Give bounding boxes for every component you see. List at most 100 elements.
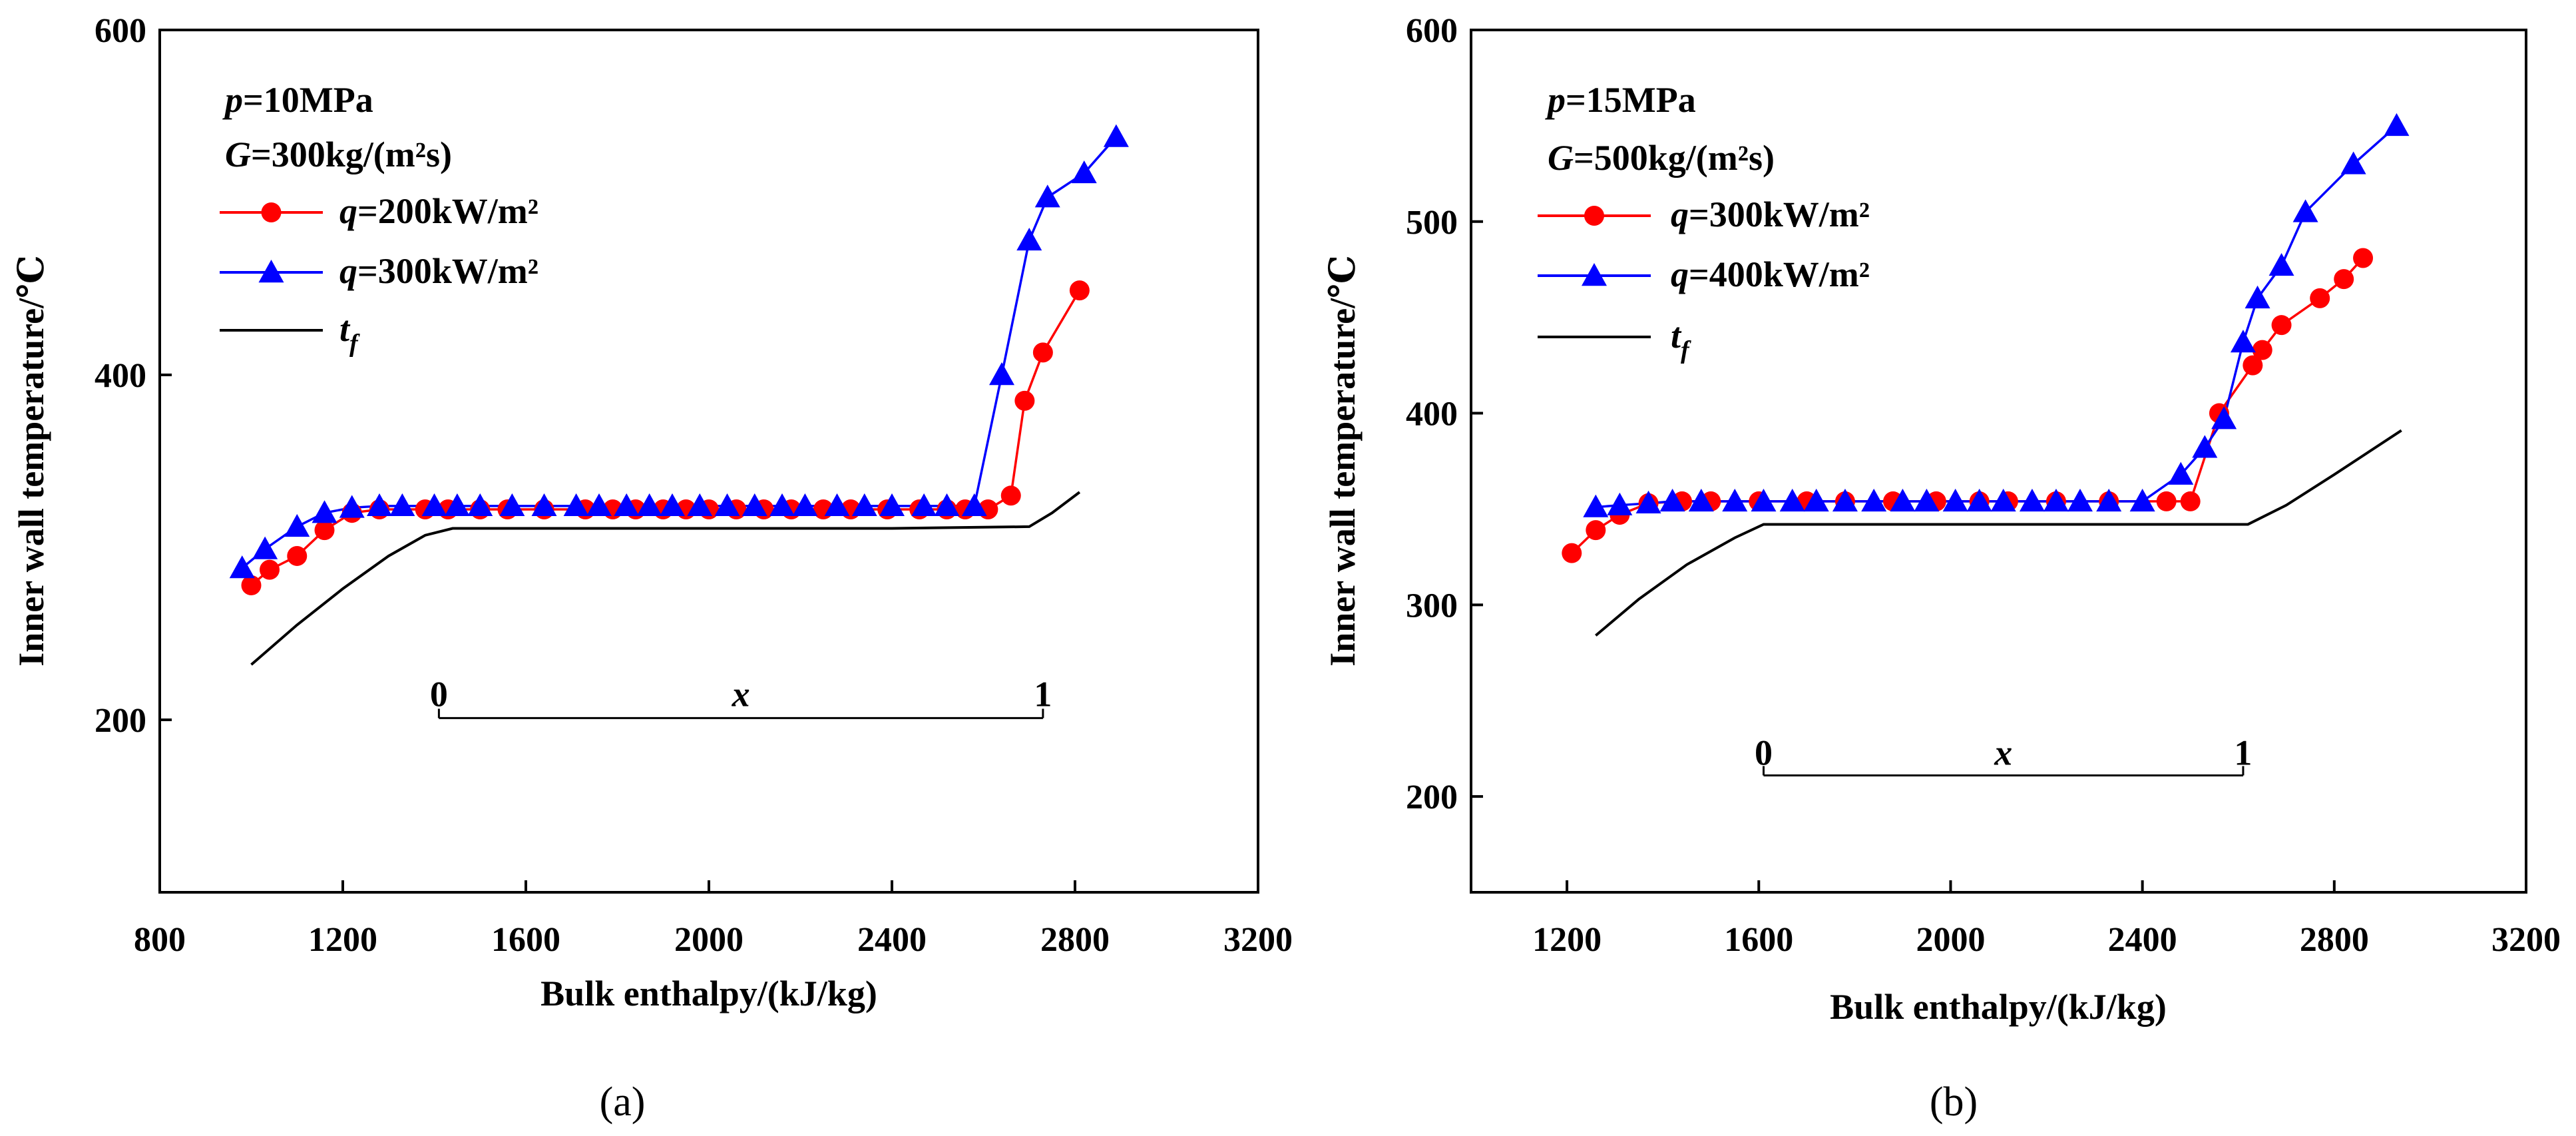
quality-bar-b: 0 x 1 — [1755, 732, 2252, 776]
data-point — [792, 493, 818, 517]
x-tick-label: 1200 — [1532, 921, 1602, 959]
data-point — [660, 493, 685, 517]
annotation-mass-flux: G=500kg/(m²s) — [1548, 138, 1775, 178]
data-point — [1583, 494, 1609, 517]
data-point — [1635, 490, 1661, 514]
legend-label-0: q=200kW/m² — [339, 191, 538, 231]
data-point — [339, 495, 365, 518]
data-point — [2230, 330, 2256, 353]
data-point — [1751, 488, 1777, 512]
y-tick-label: 600 — [95, 12, 146, 50]
data-point — [1000, 485, 1021, 506]
y-axis-label-a: Inner wall temperature/℃ — [11, 255, 51, 667]
data-point — [851, 493, 877, 517]
data-point — [229, 555, 255, 579]
data-point — [2067, 488, 2093, 512]
data-point — [2243, 355, 2263, 376]
data-point — [389, 493, 415, 517]
data-point — [2211, 406, 2237, 429]
data-point — [2096, 488, 2122, 512]
annotation-pressure-text: =10MPa — [243, 80, 373, 120]
legend-label-2: tf — [339, 309, 360, 358]
quality-bar-left-label: 0 — [430, 674, 448, 714]
quality-bar-a: 0 x 1 — [430, 674, 1052, 719]
parameter-annotations-b: p=15MPa G=500kg/(m²s) — [1545, 80, 1775, 178]
legend-label-1-var: q — [1671, 254, 1689, 294]
data-point — [1016, 227, 1042, 251]
series-line-t-f — [250, 491, 1081, 666]
data-point — [2292, 199, 2318, 222]
data-point — [1034, 184, 1060, 208]
data-point — [284, 513, 310, 537]
data-point — [1562, 543, 1582, 563]
x-axis-label-b: Bulk enthalpy/(kJ/kg) — [1830, 987, 2167, 1027]
data-point — [2043, 488, 2069, 512]
quality-bar-center-label: x — [1994, 732, 2012, 772]
data-point — [824, 493, 850, 517]
legend-label-1: q=400kW/m² — [1671, 254, 1870, 294]
annotation-pressure-text: =15MPa — [1566, 80, 1696, 120]
data-point — [2245, 285, 2270, 309]
legend-label-2-var: t — [339, 309, 351, 349]
x-tick-label: 800 — [134, 921, 186, 959]
y-tick-label: 600 — [1406, 12, 1458, 50]
series-a — [229, 124, 1129, 666]
data-point — [2252, 340, 2272, 360]
data-point — [531, 493, 557, 517]
data-point — [1103, 124, 1129, 147]
y-ticks-b: 200 300 400 500 600 — [1406, 12, 1483, 816]
data-point — [287, 545, 308, 566]
y-tick-label: 200 — [1406, 778, 1458, 816]
data-point — [2384, 113, 2410, 137]
data-point — [769, 493, 795, 517]
legend-label-0-var: q — [339, 191, 357, 231]
legend-label-0: q=300kW/m² — [1671, 194, 1870, 234]
data-point — [499, 493, 525, 517]
parameter-annotations-a: p=10MPa G=300kg/(m²s) — [222, 80, 452, 174]
plot-frame-b — [1470, 29, 2527, 894]
data-point — [1832, 488, 1858, 512]
data-point — [241, 575, 262, 595]
data-point — [467, 493, 493, 517]
chart-panel-a: 800 1200 1600 2000 2400 2800 3200 200 400 600 Bu… — [11, 12, 1293, 1125]
legend-label-1-var: q — [339, 251, 357, 291]
x-tick-label: 2800 — [2300, 921, 2369, 959]
x-tick-label: 3200 — [2491, 921, 2561, 959]
data-point — [2268, 252, 2294, 276]
data-point — [312, 500, 337, 523]
quality-bar-right-label: 1 — [2234, 732, 2252, 772]
data-point — [2129, 488, 2155, 512]
legend-label-2-sub: f — [1681, 336, 1691, 364]
legend-marker-0 — [1584, 206, 1604, 226]
annotation-pressure-var: p — [222, 80, 243, 120]
data-point — [1942, 488, 1968, 512]
data-point — [714, 493, 740, 517]
panel-label-a: (a) — [600, 1079, 646, 1125]
data-point — [2180, 491, 2201, 511]
data-point — [2019, 488, 2045, 512]
x-tick-label: 2400 — [857, 921, 927, 959]
data-point — [2353, 248, 2374, 268]
data-point — [586, 493, 612, 517]
legend-marker-1 — [258, 260, 284, 283]
panel-label-b: (b) — [1930, 1079, 1978, 1125]
data-point — [1779, 488, 1805, 512]
x-axis-label-a: Bulk enthalpy/(kJ/kg) — [540, 974, 877, 1013]
x-tick-label: 3200 — [1223, 921, 1293, 959]
y-tick-label: 400 — [95, 357, 146, 395]
data-point — [961, 493, 987, 517]
data-point — [252, 536, 278, 559]
annotation-pressure: p=15MPa — [1545, 80, 1696, 120]
quality-bar-left-label: 0 — [1755, 732, 1773, 772]
data-point — [1861, 488, 1887, 512]
data-point — [421, 493, 447, 517]
data-point — [1966, 488, 1992, 512]
data-point — [1803, 488, 1829, 512]
data-point — [2156, 491, 2177, 511]
data-point — [2310, 288, 2330, 308]
data-point — [1069, 280, 1090, 301]
annotation-mass-flux-var: G — [225, 135, 251, 174]
